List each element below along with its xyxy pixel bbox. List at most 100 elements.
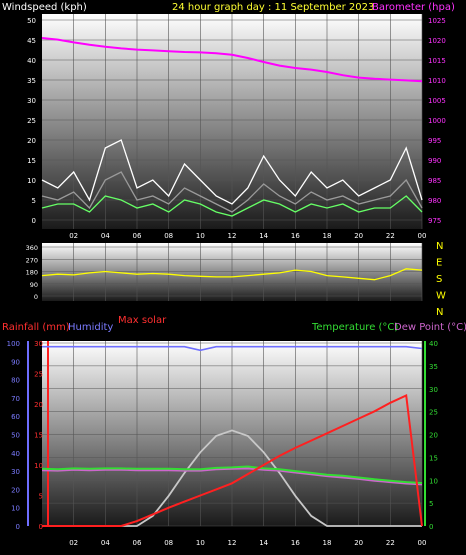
wind-tick-label: 40: [27, 57, 36, 65]
temperature-x-tick-label: 06: [133, 539, 142, 547]
chart-title: 24 hour graph day : 11 September 2023: [172, 2, 374, 13]
humidity-tick-label: 40: [11, 450, 20, 458]
humidity-tick-label: 70: [11, 395, 20, 403]
direction-tick-label: 180: [26, 269, 38, 277]
temperature-x-tick-label: 04: [101, 539, 110, 547]
direction-tick-label: 360: [26, 244, 38, 252]
barometer-tick-label: 975: [428, 217, 441, 225]
rainfall-line: [42, 394, 423, 527]
wind-x-tick-label: 18: [323, 232, 332, 240]
wind-tick-label: 15: [27, 157, 36, 165]
humidity-tick-label: 0: [16, 523, 20, 531]
wind-x-tick-label: 02: [69, 232, 78, 240]
wind-tick-label: 10: [27, 177, 36, 185]
wind-gust-line: [41, 139, 423, 205]
rainfall-tick-label: 30: [34, 340, 43, 348]
direction-tick-label: 0: [34, 293, 38, 301]
temperature-axis-ticks: 0 5 10 15 20 25 30 35 40: [429, 340, 438, 531]
wind-tick-label: 45: [27, 37, 36, 45]
direction-axis-ticks: 0 90 180 270 360: [26, 244, 38, 301]
direction-tick-label: 270: [26, 256, 38, 264]
temperature-tick-label: 40: [429, 340, 438, 348]
wind-x-tick-label: 22: [386, 232, 395, 240]
wind-x-tick-label: 00: [418, 232, 427, 240]
humidity-tick-label: 30: [11, 468, 20, 476]
humidity-tick-label: 100: [7, 340, 20, 348]
wind-direction-line: [41, 268, 423, 281]
rainfall-tick-label: 20: [34, 401, 43, 409]
compass-tick-label: N: [436, 307, 443, 318]
wind-x-tick-label: 16: [291, 232, 300, 240]
barometer-axis-ticks: 975 980 985 990 995 1000 1005 1010 1015 1020 1025: [428, 17, 446, 225]
temperature-x-tick-label: 12: [228, 539, 237, 547]
temperature-tick-label: 20: [429, 432, 438, 440]
direction-tick-label: 90: [30, 281, 38, 289]
barometer-line: [41, 37, 423, 83]
wind-low-line: [41, 195, 423, 217]
temperature-x-tick-label: 22: [386, 539, 395, 547]
windspeed-title: Windspeed (kph): [2, 2, 87, 13]
temperature-title: Temperature (°C): [311, 322, 398, 333]
humidity-tick-label: 80: [11, 377, 20, 385]
rainfall-tick-label: 10: [34, 462, 43, 470]
temperature-x-ticks: 02 04 06 08 10 12 14 16 18 20 22 00: [69, 539, 426, 547]
dewpoint-title: Dew Point (°C): [394, 322, 466, 333]
barometer-tick-label: 980: [428, 197, 441, 205]
barometer-tick-label: 990: [428, 157, 441, 165]
rainfall-tick-label: 15: [34, 432, 43, 440]
temperature-x-tick-label: 00: [418, 539, 427, 547]
wind-tick-label: 20: [27, 137, 36, 145]
compass-tick-label: W: [436, 291, 446, 302]
temperature-x-tick-label: 14: [259, 539, 268, 547]
wind-tick-label: 5: [32, 197, 36, 205]
rainfall-title: Rainfall (mm): [2, 322, 70, 333]
temperature-x-tick-label: 10: [196, 539, 205, 547]
humidity-tick-label: 50: [11, 432, 20, 440]
humidity-tick-label: 10: [11, 505, 20, 513]
temperature-tick-label: 0: [429, 523, 433, 531]
wind-x-tick-label: 20: [354, 232, 363, 240]
barometer-title: Barometer (hpa): [372, 2, 455, 13]
compass-tick-label: S: [436, 274, 442, 285]
temperature-grid: [42, 341, 423, 527]
barometer-tick-label: 1025: [428, 17, 446, 25]
humidity-tick-label: 90: [11, 358, 20, 366]
humidity-line: [42, 345, 423, 352]
temperature-x-tick-label: 16: [291, 539, 300, 547]
barometer-tick-label: 1005: [428, 97, 446, 105]
wind-x-tick-label: 12: [228, 232, 237, 240]
temperature-tick-label: 30: [429, 386, 438, 394]
wind-axis-ticks: 0 5 10 15 20 25 30 35 40 45 50: [27, 17, 36, 225]
temperature-tick-label: 35: [429, 363, 438, 371]
temperature-x-tick-label: 20: [354, 539, 363, 547]
wind-tick-label: 50: [27, 17, 36, 25]
humidity-title: Humidity: [68, 322, 113, 333]
barometer-tick-label: 1015: [428, 57, 446, 65]
temperature-line: [41, 465, 423, 484]
temperature-tick-label: 25: [429, 409, 438, 417]
rainfall-tick-label: 25: [34, 371, 43, 379]
wind-x-tick-label: 14: [259, 232, 268, 240]
rainfall-tick-label: 0: [39, 523, 43, 531]
barometer-tick-label: 995: [428, 137, 441, 145]
rainfall-tick-label: 5: [39, 493, 43, 501]
barometer-tick-label: 985: [428, 177, 441, 185]
humidity-tick-label: 60: [11, 413, 20, 421]
wind-x-tick-label: 04: [101, 232, 110, 240]
direction-grid: [42, 243, 423, 301]
wind-tick-label: 25: [27, 117, 36, 125]
dewpoint-line: [41, 467, 423, 486]
wind-x-ticks: 02 04 06 08 10 12 14 16 18 20 22 00: [69, 232, 426, 240]
temperature-x-tick-label: 18: [323, 539, 332, 547]
wind-x-tick-label: 08: [164, 232, 173, 240]
wind-x-tick-label: 06: [133, 232, 142, 240]
temperature-tick-label: 15: [429, 454, 438, 462]
wind-x-tick-label: 10: [196, 232, 205, 240]
humidity-tick-label: 20: [11, 486, 20, 494]
temperature-tick-label: 10: [429, 477, 438, 485]
barometer-tick-label: 1010: [428, 77, 446, 85]
